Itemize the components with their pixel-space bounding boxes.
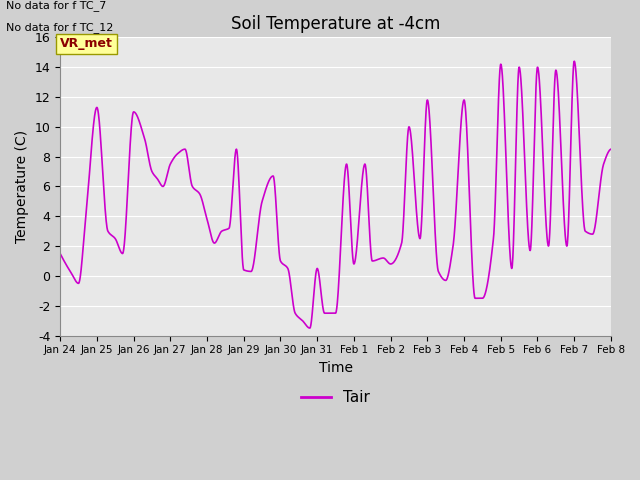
Y-axis label: Temperature (C): Temperature (C) (15, 130, 29, 243)
Text: No data for f TC_12: No data for f TC_12 (6, 22, 114, 33)
Title: Soil Temperature at -4cm: Soil Temperature at -4cm (231, 15, 440, 33)
Legend: Tair: Tair (294, 384, 376, 411)
Text: VR_met: VR_met (60, 37, 113, 50)
X-axis label: Time: Time (319, 361, 353, 375)
Text: No data for f TC_7: No data for f TC_7 (6, 0, 107, 11)
